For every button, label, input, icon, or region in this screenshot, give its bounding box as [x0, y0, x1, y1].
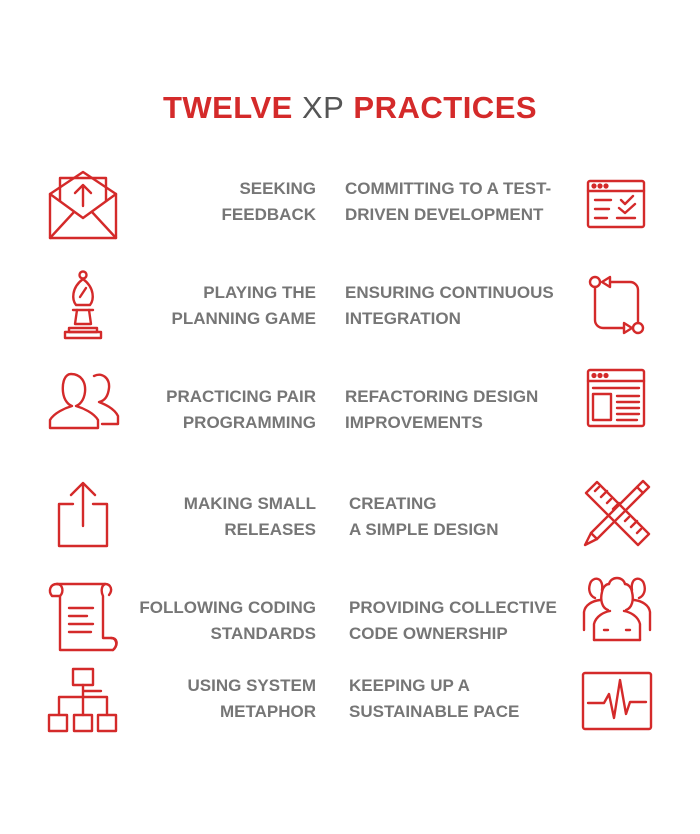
group-people-icon	[582, 572, 652, 642]
title-word-practices: PRACTICES	[353, 90, 538, 125]
heartbeat-monitor-icon	[581, 671, 653, 731]
chess-bishop-icon	[59, 270, 107, 340]
checklist-window-icon	[586, 179, 646, 229]
practice-collective-ownership: PROVIDING COLLECTIVE CODE OWNERSHIP	[349, 598, 557, 643]
practice-simple-design: CREATING A SIMPLE DESIGN	[349, 494, 499, 539]
practice-sustainable-pace: KEEPING UP A SUSTAINABLE PACE	[349, 676, 520, 721]
hierarchy-icon	[47, 667, 119, 733]
share-upload-icon	[57, 480, 109, 548]
cycle-arrows-icon	[588, 274, 646, 336]
practice-seeking-feedback: SEEKING FEEDBACK	[221, 179, 316, 224]
practice-small-releases: MAKING SMALL RELEASES	[183, 494, 316, 539]
pair-people-icon	[48, 370, 120, 430]
practice-test-driven-development: COMMITTING TO A TEST- DRIVEN DEVELOPMENT	[345, 179, 552, 224]
practice-planning-game: PLAYING THE PLANNING GAME	[171, 283, 317, 328]
page-title: TWELVE XP PRACTICES	[0, 90, 700, 126]
pencil-ruler-icon	[583, 479, 651, 547]
scroll-document-icon	[47, 582, 119, 654]
practice-refactoring-design: REFACTORING DESIGN IMPROVEMENTS	[345, 387, 539, 432]
envelope-upload-icon	[48, 170, 118, 240]
practice-continuous-integration: ENSURING CONTINUOUS INTEGRATION	[345, 283, 554, 328]
layout-window-icon	[586, 368, 646, 428]
practice-pair-programming: PRACTICING PAIR PROGRAMMING	[166, 387, 316, 432]
title-word-twelve: TWELVE	[162, 90, 293, 125]
practice-system-metaphor: USING SYSTEM METAPHOR	[187, 676, 316, 721]
practice-coding-standards: FOLLOWING CODING STANDARDS	[139, 598, 316, 643]
title-word-xp: XP	[301, 90, 345, 125]
